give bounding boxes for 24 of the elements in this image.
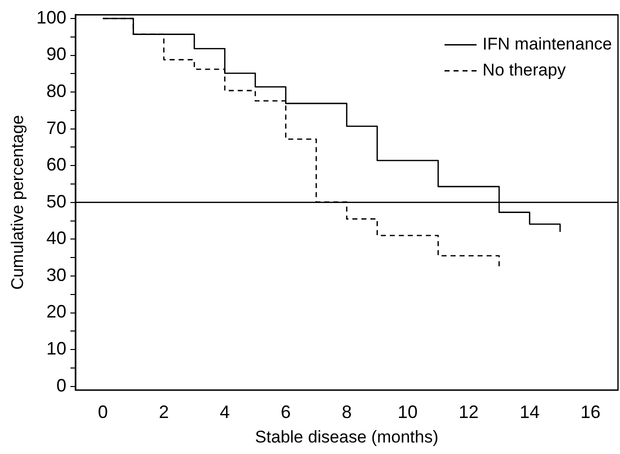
y-tick-label: 70 bbox=[46, 118, 66, 138]
y-tick-label: 30 bbox=[46, 264, 66, 285]
legend-label: No therapy bbox=[482, 60, 566, 80]
y-tick-label: 60 bbox=[46, 154, 66, 175]
y-tick-label: 40 bbox=[46, 228, 66, 248]
x-tick-label: 16 bbox=[580, 402, 601, 422]
x-tick-label: 8 bbox=[342, 402, 352, 422]
x-tick-label: 2 bbox=[158, 402, 169, 422]
x-tick-label: 6 bbox=[280, 402, 291, 422]
x-tick-label: 10 bbox=[398, 402, 418, 422]
y-tick-label: 20 bbox=[46, 302, 66, 322]
y-tick-label: 10 bbox=[46, 338, 66, 359]
x-axis-title: Stable disease (months) bbox=[255, 427, 438, 446]
x-tick-label: 12 bbox=[458, 402, 479, 422]
y-axis-title: Cumulative percentage bbox=[8, 114, 27, 290]
y-tick-label: 0 bbox=[56, 375, 66, 396]
y-tick-label: 90 bbox=[46, 44, 66, 64]
legend-label: IFN maintenance bbox=[482, 34, 612, 54]
y-tick-label: 100 bbox=[36, 7, 66, 28]
y-tick-label: 50 bbox=[46, 191, 66, 212]
x-tick-label: 14 bbox=[520, 402, 540, 422]
y-tick-label: 80 bbox=[46, 81, 66, 102]
x-tick-label: 0 bbox=[98, 402, 108, 422]
x-tick-label: 4 bbox=[220, 402, 230, 422]
